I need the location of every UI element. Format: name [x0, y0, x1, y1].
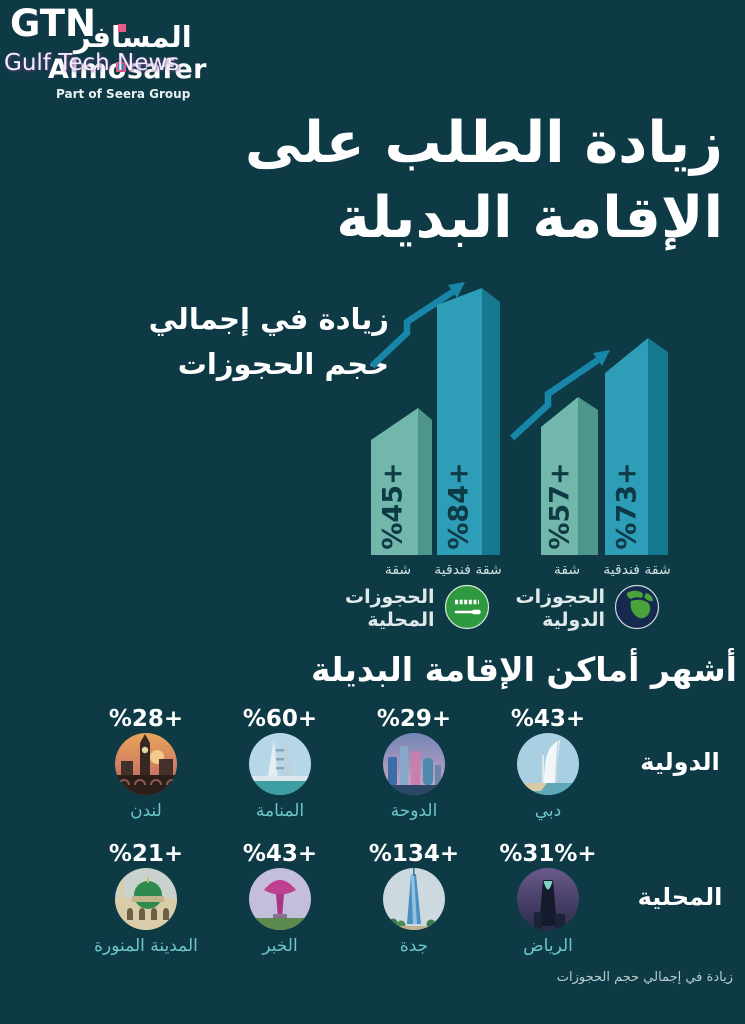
footnote: زيادة في إجمالي حجم الحجوزات	[556, 970, 733, 985]
riyadh-kingdom-tower-icon	[517, 868, 579, 930]
page-title-line2: الإقامة البديلة	[336, 185, 723, 252]
city-name: لندن	[130, 801, 162, 821]
bar-international-hotel-apartment-side	[648, 338, 668, 555]
medina-prophets-mosque-icon	[115, 868, 177, 930]
city-name: دبي	[534, 801, 562, 821]
bar-value-domestic-hotel-apartment: %84+	[444, 462, 475, 549]
manama-wtc-towers-icon	[249, 733, 311, 795]
bar-group-international: %57+ %73+ شقة شقة فندقية	[509, 338, 671, 578]
gtn-tagline: Gulf Tech News	[4, 50, 180, 76]
legend-domestic-label: الحجوزات المحلية	[345, 586, 435, 631]
gtn-logo: GTN	[10, 2, 96, 45]
cities-row-domestic: المحلية %31%+ الرياض %134+	[0, 841, 745, 973]
doha-skyline-icon	[383, 733, 445, 795]
city-percent: %43+	[510, 706, 586, 732]
cities-row-international: الدولية %43+ دبي %29+	[0, 706, 745, 838]
bar-domestic-hotel-apartment	[437, 288, 482, 555]
section-title: أشهر أماكن الإقامة البديلة	[310, 650, 737, 689]
chart-subtitle-line2: حجم الحجوزات	[177, 346, 389, 381]
almosafer-logo-teal-square-icon	[116, 62, 126, 72]
bar-international-apartment	[541, 397, 578, 555]
city-card-jeddah: %134+ جدة	[347, 841, 481, 973]
city-card-khobar: %43+ الخبر	[213, 841, 347, 973]
city-percent: %43+	[242, 841, 318, 867]
bar-international-hotel-apartment	[605, 338, 648, 555]
city-card-doha: %29+ الدوحة	[347, 706, 481, 838]
bar-domestic-apartment-side	[418, 408, 432, 555]
city-name: المنامة	[255, 801, 305, 821]
bar-value-international-apartment: %57+	[545, 462, 576, 549]
bar-category-hotel-apartment: شقة فندقية	[434, 562, 501, 578]
page-title: زيادة الطلب على الإقامة البديلة	[20, 106, 723, 256]
bar-group-domestic: %45+ %84+ شقة شقة فندقية	[369, 282, 502, 578]
city-name: الدوحة	[390, 801, 438, 821]
growth-arrow-domestic-icon	[369, 288, 456, 369]
bar-international-apartment-side	[578, 397, 598, 555]
bar-value-domestic-apartment: %45+	[378, 462, 409, 549]
growth-arrow-international-icon	[509, 357, 600, 441]
bar-value-international-hotel-apartment: %73+	[612, 462, 643, 549]
jeddah-tower-icon	[383, 868, 445, 930]
row-label-domestic: المحلية	[637, 883, 723, 911]
city-percent: %31%+	[499, 841, 597, 867]
city-card-london: %28+ لندن	[79, 706, 213, 838]
bar-category-apartment: شقة	[554, 562, 580, 578]
bookings-bar-chart: %45+ %84+ شقة شقة فندقية %57+ %73+ شقة ش…	[369, 282, 671, 578]
growth-arrowhead-international-icon	[593, 350, 610, 366]
city-name: الرياض	[523, 936, 573, 956]
city-percent: %60+	[242, 706, 318, 732]
city-card-manama: %60+ المنامة	[213, 706, 347, 838]
city-percent: %28+	[108, 706, 184, 732]
city-percent: %134+	[368, 841, 460, 867]
growth-arrowhead-domestic-icon	[448, 282, 465, 298]
chart-subtitle: زيادة في إجمالي حجم الحجوزات	[149, 297, 389, 387]
almosafer-latin-logo: Almosafer	[48, 54, 207, 85]
legend-international: الحجوزات الدولية	[516, 584, 661, 634]
city-card-riyadh: %31%+ الرياض	[481, 841, 615, 973]
bar-domestic-hotel-apartment-side	[482, 288, 500, 555]
city-card-dubai: %43+ دبي	[481, 706, 615, 838]
khobar-water-tower-icon	[249, 868, 311, 930]
globe-icon	[614, 584, 660, 634]
dubai-burj-al-arab-icon	[517, 733, 579, 795]
city-name: الخبر	[262, 936, 298, 956]
city-percent: %29+	[376, 706, 452, 732]
london-big-ben-icon	[115, 733, 177, 795]
city-name: المدينة المنورة	[94, 936, 198, 956]
bar-category-apartment: شقة	[385, 562, 411, 578]
chart-legend: الحجوزات الدولية الحجوزات المحلية	[345, 584, 660, 634]
logo-block: GTN المسافر Gulf Tech News Almosafer Par…	[0, 0, 270, 112]
saudi-flag-icon	[444, 584, 490, 634]
bar-domestic-apartment	[371, 408, 418, 555]
city-percent: %21+	[108, 841, 184, 867]
bar-category-hotel-apartment: شقة فندقية	[603, 562, 670, 578]
page-title-line1: زيادة الطلب على	[244, 110, 723, 176]
legend-international-label: الحجوزات الدولية	[515, 586, 606, 631]
chart-subtitle-line1: زيادة في إجمالي	[148, 302, 389, 336]
seera-group-tagline: Part of Seera Group	[56, 87, 191, 101]
city-card-medina: %21+ المدينة المنورة	[79, 841, 213, 973]
legend-domestic: الحجوزات المحلية	[345, 584, 490, 634]
row-label-international: الدولية	[640, 748, 720, 776]
city-name: جدة	[399, 936, 429, 956]
almosafer-arabic-logo: المسافر	[74, 20, 192, 54]
almosafer-logo-pink-square-icon	[118, 24, 126, 32]
